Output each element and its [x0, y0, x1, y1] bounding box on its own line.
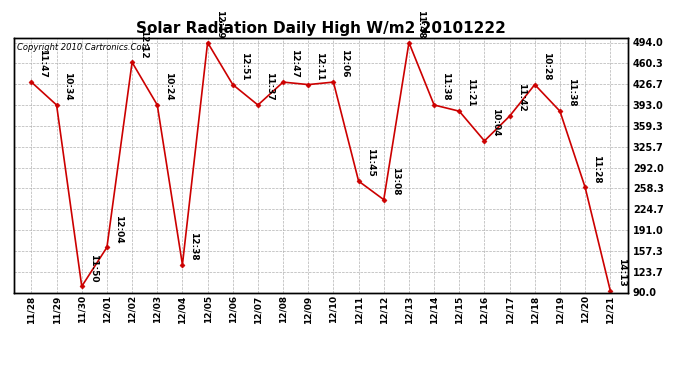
- Title: Solar Radiation Daily High W/m2 20101222: Solar Radiation Daily High W/m2 20101222: [136, 21, 506, 36]
- Text: 10:04: 10:04: [491, 108, 500, 137]
- Text: 12:38: 12:38: [189, 232, 198, 261]
- Text: 12:06: 12:06: [340, 50, 349, 78]
- Text: 11:47: 11:47: [39, 49, 48, 78]
- Text: 12:11: 12:11: [315, 52, 324, 80]
- Text: Copyright 2010 Cartronics.Com: Copyright 2010 Cartronics.Com: [17, 43, 150, 52]
- Text: 12:51: 12:51: [239, 52, 248, 80]
- Text: 11:38: 11:38: [441, 72, 450, 101]
- Text: 10:28: 10:28: [542, 52, 551, 80]
- Text: 11:37: 11:37: [265, 72, 274, 101]
- Text: 11:21: 11:21: [466, 78, 475, 107]
- Text: 12:12: 12:12: [139, 30, 148, 58]
- Text: 11:50: 11:50: [89, 254, 98, 282]
- Text: 11:48: 11:48: [416, 10, 425, 38]
- Text: 11:42: 11:42: [517, 83, 526, 112]
- Text: 12:47: 12:47: [290, 49, 299, 78]
- Text: 11:28: 11:28: [592, 154, 601, 183]
- Text: 11:45: 11:45: [366, 148, 375, 177]
- Text: 14:13: 14:13: [618, 258, 627, 286]
- Text: 12:19: 12:19: [215, 10, 224, 38]
- Text: 13:08: 13:08: [391, 167, 400, 195]
- Text: 10:24: 10:24: [164, 72, 173, 101]
- Text: 11:38: 11:38: [567, 78, 576, 107]
- Text: 12:04: 12:04: [114, 214, 123, 243]
- Text: 10:34: 10:34: [63, 72, 72, 101]
